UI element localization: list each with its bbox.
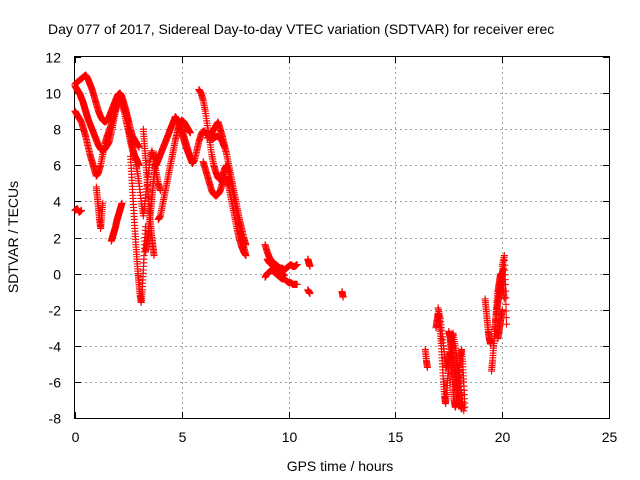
y-tick-labels: -8 -6 -4 -2 0 2 4 6 8 10 12 [45,50,61,427]
data-point [293,261,301,269]
plot-frame [74,56,610,419]
y-axis-label: SDTVAR / TECUs [5,181,21,293]
y-tick-label: -8 [49,411,62,427]
x-tick-label: 20 [495,429,511,445]
x-tick-label: 25 [602,429,618,445]
y-tick-label: 2 [53,231,61,247]
x-tick-label: 10 [282,429,298,445]
y-tick-label: 10 [45,86,61,102]
data-point [498,306,506,314]
data-point [502,294,510,302]
data-point [77,206,85,214]
data-point [502,300,510,308]
data-point [502,307,510,315]
y-tick-label: 6 [53,158,61,174]
x-axis-label: GPS time / hours [287,458,394,474]
data-point [306,289,314,297]
data-point [423,363,431,371]
data-points [71,71,510,415]
data-point [242,241,250,249]
x-tick-label: 5 [179,429,187,445]
data-point [118,199,126,207]
x-tick-label: 15 [388,429,404,445]
data-point [500,295,508,303]
x-tick-labels: 0 5 10 15 20 25 [72,429,618,445]
data-point [186,129,194,137]
x-tick-label: 0 [72,429,80,445]
data-point [280,271,288,279]
data-point [339,293,347,301]
y-tick-label: -6 [49,375,62,391]
y-tick-label: 12 [45,50,61,66]
y-tick-label: 8 [53,122,61,138]
data-point [502,287,510,295]
y-tick-label: -2 [49,303,62,319]
chart-grid [75,57,609,418]
data-point [502,320,510,328]
data-point [293,280,301,288]
data-point [306,262,314,270]
axis-ticks [75,57,610,419]
y-tick-label: 4 [53,194,61,210]
data-point [501,280,509,288]
data-point [150,252,158,260]
y-tick-label: 0 [53,267,61,283]
chart-title: Day 077 of 2017, Sidereal Day-to-day VTE… [48,21,554,37]
data-point [99,199,107,207]
data-point [135,143,143,151]
y-tick-label: -4 [49,339,62,355]
data-point [502,314,510,322]
data-point [242,252,250,260]
data-point [458,405,466,413]
